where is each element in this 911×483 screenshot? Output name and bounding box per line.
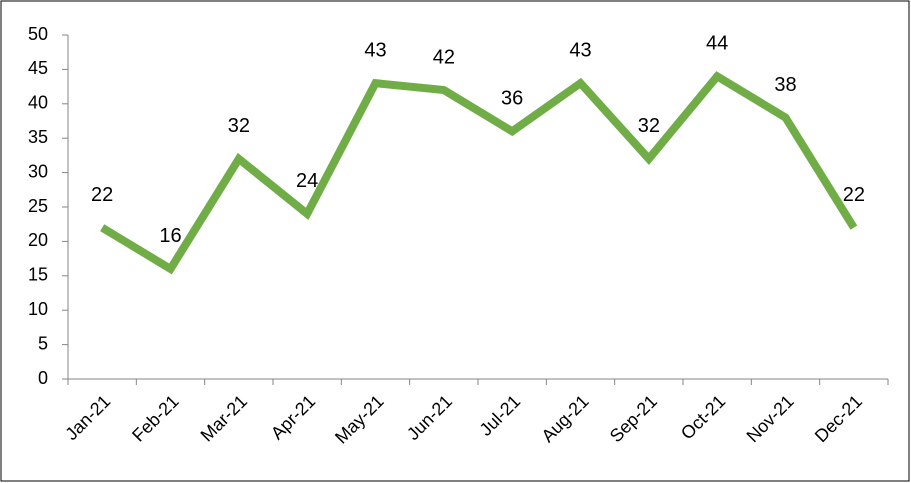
y-tick-label: 0 xyxy=(38,368,48,388)
data-label: 42 xyxy=(433,46,455,68)
data-label: 36 xyxy=(501,88,523,110)
y-tick-label: 40 xyxy=(28,93,48,113)
y-tick-label: 35 xyxy=(28,127,48,147)
data-label: 16 xyxy=(159,225,181,247)
data-label: 43 xyxy=(364,39,386,61)
data-label: 32 xyxy=(228,115,250,137)
y-tick-label: 30 xyxy=(28,161,48,181)
data-label: 24 xyxy=(296,170,318,192)
y-tick-label: 20 xyxy=(28,230,48,250)
data-label: 44 xyxy=(706,33,728,55)
data-label: 22 xyxy=(91,184,113,206)
y-tick-label: 45 xyxy=(28,58,48,78)
y-tick-label: 50 xyxy=(28,24,48,44)
data-label: 38 xyxy=(774,74,796,96)
y-tick-label: 15 xyxy=(28,265,48,285)
y-tick-label: 5 xyxy=(38,333,48,353)
data-label: 22 xyxy=(843,184,865,206)
y-tick-label: 25 xyxy=(28,196,48,216)
data-label: 43 xyxy=(569,39,591,61)
data-label: 32 xyxy=(638,115,660,137)
y-tick-label: 10 xyxy=(28,299,48,319)
line-series xyxy=(100,71,858,275)
